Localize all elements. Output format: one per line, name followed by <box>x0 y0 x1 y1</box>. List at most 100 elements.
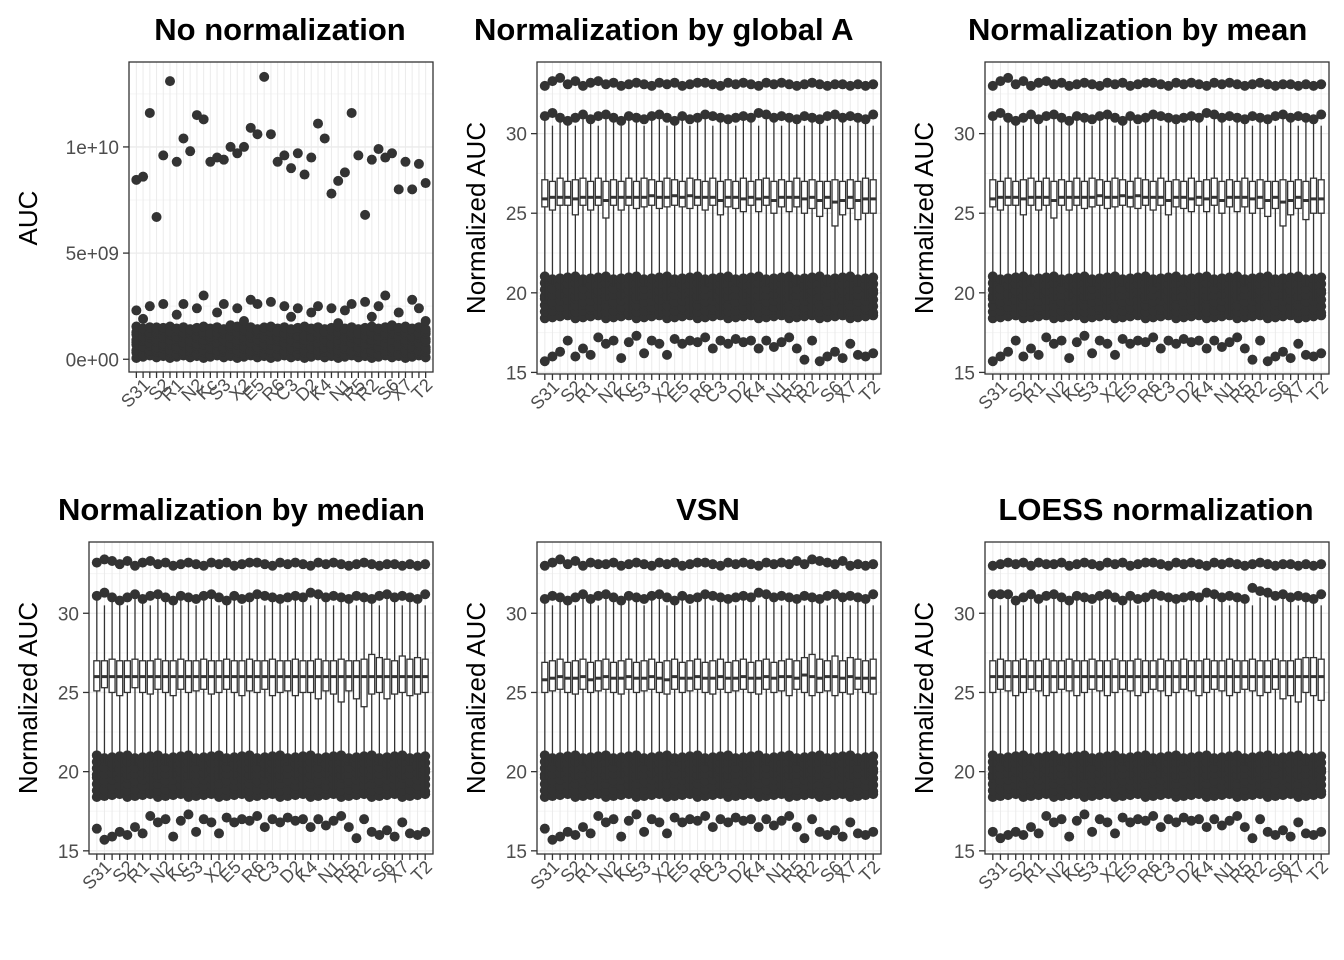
data-point <box>326 188 337 199</box>
box <box>564 180 572 206</box>
box <box>747 180 755 206</box>
outlier-point <box>214 559 224 570</box>
outlier-point <box>987 589 998 600</box>
box <box>548 660 557 692</box>
outlier-point <box>359 592 370 603</box>
outlier-point <box>700 332 711 343</box>
outlier-point <box>1216 79 1227 90</box>
data-point <box>360 296 371 307</box>
outlier-point <box>313 814 324 825</box>
outlier-point <box>738 557 749 568</box>
outlier-point <box>137 828 148 839</box>
y-tick-label: 0e+00 <box>66 350 119 371</box>
outlier-point <box>677 111 688 122</box>
box <box>1317 179 1325 214</box>
outlier-point <box>830 825 840 836</box>
outlier-point <box>807 554 818 565</box>
outlier-point <box>730 812 741 823</box>
outlier-point <box>738 815 749 826</box>
outlier-point <box>677 590 688 601</box>
outlier-point <box>1117 77 1128 88</box>
outlier-point <box>1102 557 1113 568</box>
box <box>686 177 694 210</box>
outlier-point <box>1094 814 1105 825</box>
outlier-point <box>1087 594 1098 605</box>
outlier-point <box>1041 111 1052 122</box>
outlier-point <box>1316 589 1327 600</box>
outlier-point <box>616 560 627 571</box>
outlier-point <box>221 557 232 568</box>
box <box>1141 179 1150 206</box>
outlier-point <box>107 556 118 567</box>
outlier-point <box>336 810 347 821</box>
box <box>732 660 740 692</box>
outlier-point <box>600 109 611 120</box>
box <box>1287 660 1295 697</box>
outlier-point <box>382 825 392 836</box>
box <box>1164 180 1173 216</box>
outlier-point <box>313 557 324 568</box>
outlier-point <box>730 559 741 570</box>
outlier-point <box>738 337 749 348</box>
outlier-point <box>198 814 209 825</box>
data-point <box>420 324 431 335</box>
outlier-point <box>1278 825 1288 836</box>
outlier-point <box>382 559 392 570</box>
outlier-point <box>313 589 324 600</box>
outlier-point <box>1018 592 1029 603</box>
data-point <box>373 144 384 155</box>
outlier-point <box>168 831 179 842</box>
outlier-point <box>259 822 270 833</box>
data-point <box>245 122 256 133</box>
outlier-point <box>746 559 756 570</box>
outlier-point <box>252 589 263 600</box>
outlier-point <box>137 594 148 605</box>
outlier-point <box>753 107 764 118</box>
data-point <box>265 296 276 307</box>
outlier-point <box>1216 112 1227 123</box>
outlier-point <box>404 828 415 839</box>
y-tick-label: 20 <box>954 763 975 784</box>
outlier-point <box>1132 594 1143 605</box>
outlier-point <box>692 557 703 568</box>
outlier-point <box>654 589 665 600</box>
outlier-point <box>404 592 415 603</box>
outlier-point <box>1224 77 1235 88</box>
y-axis-title: Normalized AUC <box>909 602 939 794</box>
outlier-point <box>562 115 573 126</box>
data-point <box>279 301 290 312</box>
outlier-point <box>114 559 125 570</box>
outlier-point <box>1178 592 1189 603</box>
outlier-point <box>389 592 400 603</box>
outlier-point <box>987 356 998 367</box>
outlier-point <box>1010 79 1021 90</box>
outlier-point <box>343 560 354 571</box>
outlier-point <box>616 115 627 126</box>
outlier-point <box>160 557 171 568</box>
outlier-point <box>1018 112 1029 123</box>
plot-background <box>537 62 881 374</box>
outlier-point <box>761 77 772 88</box>
outlier-point <box>336 592 347 603</box>
outlier-point <box>646 80 657 91</box>
outlier-point <box>791 343 802 354</box>
y-tick-label: 20 <box>506 763 527 784</box>
outlier-point <box>320 820 331 831</box>
outlier-point <box>837 112 848 123</box>
outlier-point <box>1194 814 1204 825</box>
outlier-point <box>1262 826 1273 837</box>
outlier-point <box>631 592 642 603</box>
outlier-point <box>175 590 186 601</box>
outlier-point <box>1010 559 1021 570</box>
outlier-point <box>1194 335 1204 346</box>
outlier-point <box>1148 810 1159 821</box>
outlier-point <box>214 592 224 603</box>
data-point <box>420 316 431 327</box>
outlier-point <box>562 79 573 90</box>
outlier-point <box>791 556 802 567</box>
outlier-point <box>852 349 863 360</box>
box <box>701 180 709 211</box>
outlier-point <box>1247 559 1258 570</box>
outlier-point <box>305 822 316 833</box>
box <box>1042 177 1050 206</box>
